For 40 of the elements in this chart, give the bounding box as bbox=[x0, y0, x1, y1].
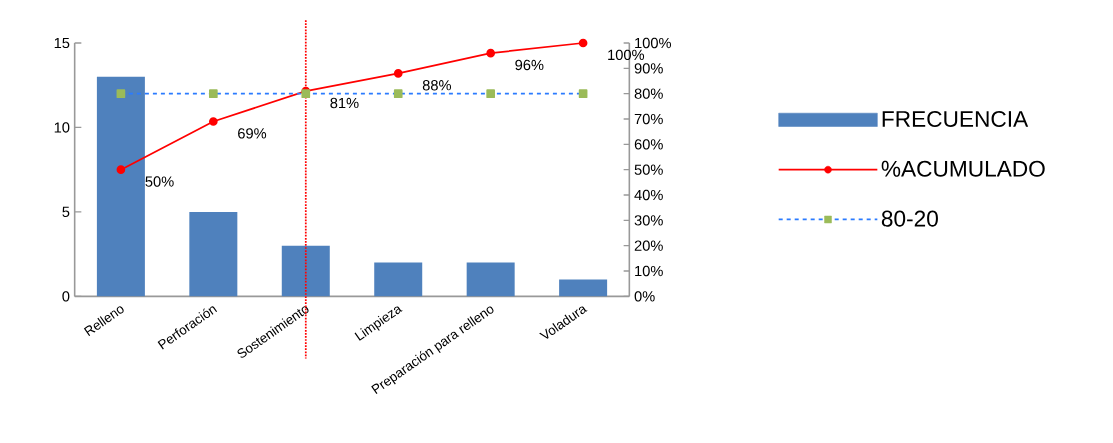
data-label: 69% bbox=[238, 128, 267, 139]
data-label: 81% bbox=[330, 97, 359, 109]
point bbox=[486, 48, 496, 58]
point bbox=[578, 89, 588, 98]
y2-tick-label: 0% bbox=[634, 291, 655, 302]
bar bbox=[281, 245, 330, 297]
bar bbox=[189, 211, 238, 297]
bar bbox=[559, 279, 608, 297]
data-label: 50% bbox=[145, 176, 174, 187]
y2-tick-label: 60% bbox=[634, 139, 663, 150]
y2-tick-label: 30% bbox=[634, 215, 663, 226]
point bbox=[116, 89, 126, 98]
point bbox=[116, 165, 126, 174]
y-tick-label: 15 bbox=[54, 37, 70, 49]
y2-tick-label: 70% bbox=[634, 113, 663, 125]
bar bbox=[466, 262, 515, 297]
y-tick-label: 10 bbox=[54, 122, 70, 133]
point bbox=[209, 117, 218, 126]
data-label: 88% bbox=[422, 80, 452, 91]
point bbox=[578, 38, 588, 48]
data-label: 100% bbox=[608, 49, 645, 61]
y2-tick-label: 100% bbox=[635, 37, 672, 49]
point bbox=[393, 69, 403, 78]
y2-tick-label: 10% bbox=[635, 265, 663, 277]
legend-label: FRECUENCIA bbox=[882, 110, 1029, 127]
bar bbox=[96, 76, 145, 297]
y2-tick-label: 50% bbox=[634, 164, 663, 175]
point bbox=[209, 89, 218, 98]
point bbox=[393, 89, 403, 98]
point bbox=[486, 89, 496, 98]
y2-tick-label: 40% bbox=[634, 189, 663, 201]
legend-label: %ACUMULADO bbox=[881, 160, 1045, 177]
legend-label: 80-20 bbox=[881, 210, 938, 227]
y2-tick-label: 80% bbox=[634, 88, 663, 99]
y2-tick-label: 90% bbox=[634, 63, 663, 74]
bar bbox=[374, 262, 423, 297]
y2-tick-label: 20% bbox=[634, 240, 663, 251]
y-tick-label: 5 bbox=[62, 206, 70, 218]
data-label: 96% bbox=[515, 59, 544, 71]
y-tick-label: 0 bbox=[62, 291, 70, 302]
